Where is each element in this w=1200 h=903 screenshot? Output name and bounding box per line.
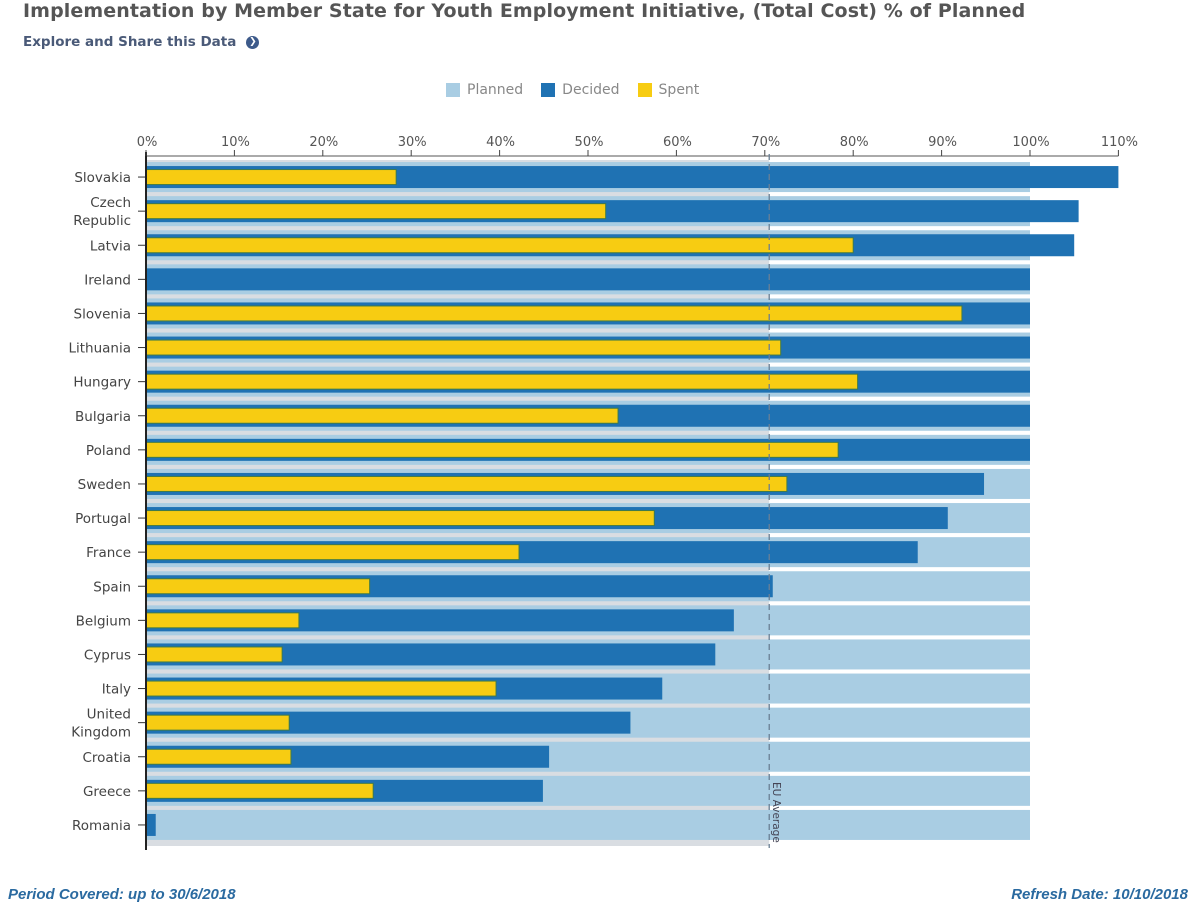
x-tick-label: 70% xyxy=(751,135,780,150)
bar-spent xyxy=(145,510,655,527)
explore-share-link[interactable]: Explore and Share this Data ❯ xyxy=(23,34,260,50)
category-label: Slovakia xyxy=(74,170,131,186)
legend-label-planned: Planned xyxy=(467,82,524,98)
x-tick-label: 90% xyxy=(928,135,957,150)
category-label: Hungary xyxy=(73,375,131,391)
x-tick-label: 60% xyxy=(663,135,692,150)
legend-swatch-decided xyxy=(541,83,556,97)
x-tick-label: 20% xyxy=(309,135,338,150)
legend-label-decided: Decided xyxy=(562,82,620,98)
bar-spent xyxy=(145,169,397,186)
x-tick-label: 0% xyxy=(137,135,158,150)
x-tick-label: 110% xyxy=(1101,135,1138,150)
category-label: Romania xyxy=(72,818,131,834)
x-tick-label: 10% xyxy=(221,135,250,150)
bar-spent xyxy=(145,680,497,697)
category-label: Slovenia xyxy=(74,306,131,322)
legend-label-spent: Spent xyxy=(658,82,700,98)
legend-item-planned[interactable]: Planned xyxy=(446,82,523,98)
bar-spent xyxy=(145,407,619,424)
bar-spent xyxy=(145,339,782,356)
bar-spent xyxy=(145,748,292,765)
bar-spent xyxy=(145,646,283,663)
x-tick-label: 80% xyxy=(840,135,869,150)
bar-spent xyxy=(145,203,607,220)
category-label: Cyprus xyxy=(84,647,131,663)
x-tick-label: 50% xyxy=(575,135,604,150)
bar-spent xyxy=(145,475,788,492)
bar-planned xyxy=(146,809,1030,840)
category-label: Italy xyxy=(102,682,131,698)
period-covered: Period Covered: up to 30/6/2018 xyxy=(8,886,236,903)
legend-item-spent[interactable]: Spent xyxy=(637,82,700,98)
category-label: Kingdom xyxy=(71,725,131,741)
category-label: France xyxy=(86,545,131,561)
category-label: Latvia xyxy=(90,238,131,254)
category-label: Bulgaria xyxy=(75,409,131,425)
category-label: Spain xyxy=(93,579,131,595)
explore-share-label: Explore and Share this Data xyxy=(23,34,237,50)
bar-spent xyxy=(145,578,371,595)
bar-spent xyxy=(145,782,374,799)
category-label: Portugal xyxy=(75,511,131,527)
bar-decided xyxy=(146,268,1030,291)
bar-spent xyxy=(145,544,520,561)
bar-decided xyxy=(146,643,716,666)
category-label: United xyxy=(87,707,131,723)
bar-spent xyxy=(145,612,300,629)
category-label: Belgium xyxy=(76,613,131,629)
category-label: Czech xyxy=(90,195,131,211)
x-tick-label: 40% xyxy=(486,135,515,150)
category-label: Croatia xyxy=(82,750,131,766)
bar-spent xyxy=(145,305,963,322)
category-label: Greece xyxy=(83,784,131,800)
bar-spent xyxy=(145,373,859,390)
chart-legend: Planned Decided Spent xyxy=(446,82,699,98)
chart-title: Implementation by Member State for Youth… xyxy=(23,0,1026,22)
x-tick-label: 30% xyxy=(398,135,427,150)
legend-item-decided[interactable]: Decided xyxy=(541,82,620,98)
category-label: Ireland xyxy=(84,272,131,288)
category-label: Poland xyxy=(86,443,131,459)
circle-arrow-right-icon[interactable]: ❯ xyxy=(246,35,260,49)
bar-decided xyxy=(146,813,156,836)
x-tick-label: 100% xyxy=(1012,135,1049,150)
eu-average-label: EU Average xyxy=(770,782,782,843)
bar-spent xyxy=(145,237,854,254)
category-label: Sweden xyxy=(78,477,131,493)
bar-spent xyxy=(145,441,839,458)
legend-swatch-planned xyxy=(446,83,460,97)
refresh-date: Refresh Date: 10/10/2018 xyxy=(1011,886,1188,903)
category-label: Lithuania xyxy=(68,341,131,357)
category-label: Republic xyxy=(73,213,131,229)
bar-spent xyxy=(145,714,290,731)
legend-swatch-spent xyxy=(637,83,652,97)
